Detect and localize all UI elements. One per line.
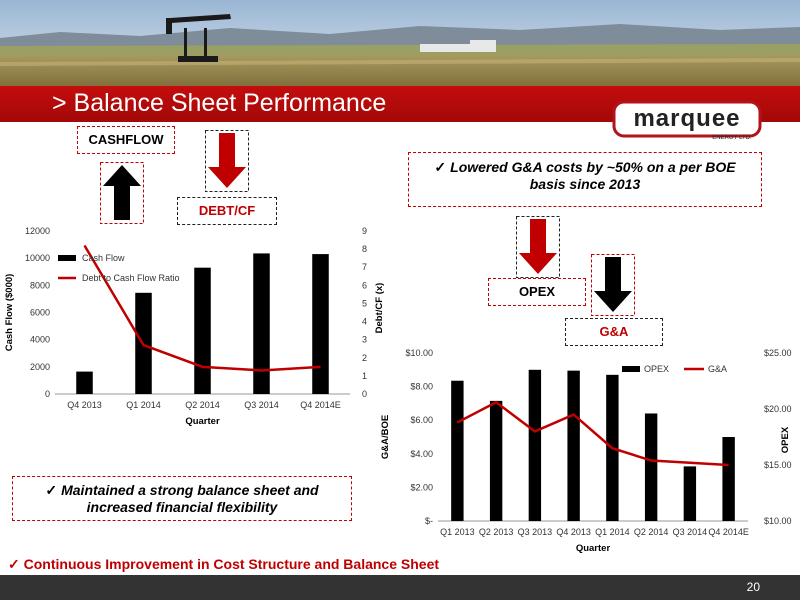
svg-text:marquee: marquee [633,105,740,132]
x-tick-label: Q4 2014E [300,400,341,410]
y-tick-label: $10.00 [405,348,433,358]
bar [644,413,658,521]
y-tick-label: 4000 [30,335,50,345]
company-logo: marquee ENERGY LTD. [612,98,762,142]
oil-field-photo [0,0,800,90]
y2-tick-label: $15.00 [764,460,792,470]
bar [683,466,697,521]
x-tick-label: Q4 2013 [556,527,591,537]
x-tick-label: Q3 2014 [673,527,708,537]
opex-callout: OPEX [488,278,586,306]
svg-text:ENERGY LTD.: ENERGY LTD. [712,135,752,141]
page-number: 20 [746,580,760,594]
y-tick-label: $2.00 [410,482,433,492]
cashflow-chart: 0 2000 4000 6000 8000 10000 12000 0 1 2 3 4 5 6 7 8 9 Q4 … [4,226,385,427]
bar [528,369,542,521]
cashflow-callout: CASHFLOW [77,126,175,154]
balance-sheet-note-box: ✓ Maintained a strong balance sheet and i… [12,476,352,521]
landscape-banner [0,0,800,90]
ga-callout: G&A [565,318,663,346]
footer-statement-text: Continuous Improvement in Cost Structure… [23,556,440,572]
footer-bar: 20 [0,575,800,600]
legend-label: Cash Flow [82,253,125,263]
y-tick-label: 0 [45,389,50,399]
x-tick-label: Q2 2014 [185,400,220,410]
y2-tick-label: 7 [362,262,367,272]
y2-tick-label: 3 [362,335,367,345]
y2-tick-label: $10.00 [764,516,792,526]
x-tick-label: Q1 2014 [126,400,161,410]
ga-note: ✓ Lowered G&A costs by ~50% on a per BOE … [417,159,753,193]
cashflow-label: CASHFLOW [88,132,164,147]
bar [76,371,93,394]
line-series [456,400,729,467]
legend-label: OPEX [644,364,669,374]
y-tick-label: $8.00 [410,382,433,392]
y2-tick-label: 5 [362,298,367,308]
bar [489,400,503,521]
down-arrow-icon [516,216,560,278]
check-icon: ✓ [8,556,20,572]
x-tick-label: Q4 2014E [708,527,749,537]
opex-label: OPEX [518,284,556,299]
footer-statement: ✓ Continuous Improvement in Cost Structu… [8,556,439,573]
y2-tick-label: $20.00 [764,404,792,414]
bar [194,267,211,394]
ga-label: G&A [599,324,629,339]
bar [722,437,735,521]
legend-label: Debt to Cash Flow Ratio [82,273,180,283]
legend-swatch-bar [58,255,76,261]
y2-tick-label: 1 [362,371,367,381]
ga-note-text: Lowered G&A costs by ~50% on a per BOE b… [450,159,736,192]
y-tick-label: 8000 [30,280,50,290]
legend-label: G&A [708,364,727,374]
y2-tick-label: 8 [362,244,367,254]
x-tick-label: Q2 2013 [479,527,514,537]
debtcf-callout: DEBT/CF [177,197,277,225]
y2-tick-label: $25.00 [764,348,792,358]
y-axis-label: G&A/BOE [380,415,391,459]
y-tick-label: 12000 [25,226,50,236]
y-tick-label: $- [425,516,433,526]
y2-tick-label: 9 [362,226,367,236]
y-tick-label: $6.00 [410,415,433,425]
y-tick-label: 2000 [30,362,50,372]
x-axis-label: Quarter [185,416,220,427]
bs-note: ✓ Maintained a strong balance sheet and i… [21,482,343,516]
y2-tick-label: 4 [362,317,367,327]
check-icon: ✓ [434,159,447,175]
y2-tick-label: 6 [362,280,367,290]
ga-note-box: ✓ Lowered G&A costs by ~50% on a per BOE … [408,152,762,207]
y-tick-label: 10000 [25,253,50,263]
bs-note-text: Maintained a strong balance sheet and in… [61,482,319,515]
x-tick-label: Q3 2013 [518,527,553,537]
x-tick-label: Q4 2013 [67,400,102,410]
bar [312,254,329,394]
x-axis-label: Quarter [576,543,611,554]
y2-tick-label: 2 [362,353,367,363]
bar [567,370,580,521]
opex-ga-chart: $- $2.00 $4.00 $6.00 $8.00 $10.00 $10.00 $15.00… [380,348,792,554]
x-tick-label: Q1 2013 [440,527,475,537]
y-axis-label: Cash Flow ($000) [4,274,15,352]
legend-swatch-bar [622,366,640,372]
slide-title: > Balance Sheet Performance [52,89,387,117]
up-arrow-icon [100,162,144,224]
y2-tick-label: 0 [362,389,367,399]
bar [451,380,464,521]
x-tick-label: Q3 2014 [244,400,279,410]
y2-axis-label: Debt/CF (x) [374,283,385,334]
pumpjack-icon [166,14,231,62]
y2-axis-label: OPEX [780,426,791,453]
y-tick-label: 6000 [30,308,50,318]
x-tick-label: Q2 2014 [634,527,669,537]
x-tick-label: Q1 2014 [595,527,630,537]
down-arrow-icon [205,130,249,192]
y-tick-label: $4.00 [410,449,433,459]
check-icon: ✓ [45,482,58,498]
bar [253,253,270,394]
down-arrow-icon [591,254,635,316]
debtcf-label: DEBT/CF [198,203,256,218]
